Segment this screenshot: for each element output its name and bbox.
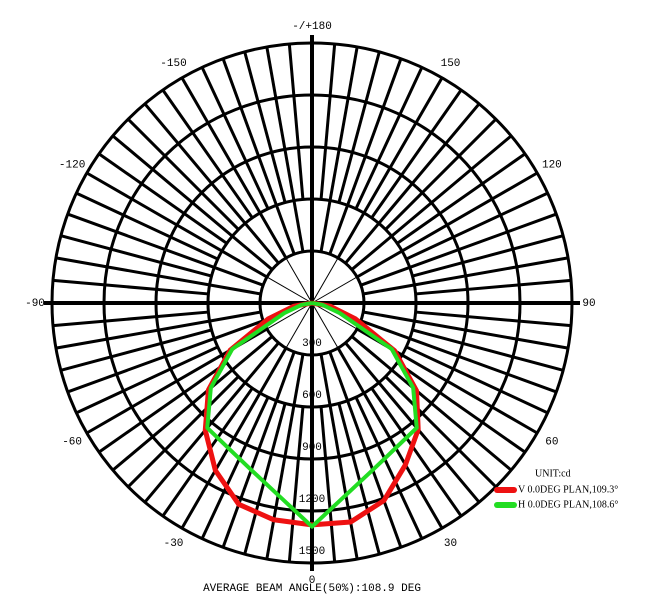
grid-spoke <box>384 118 497 231</box>
unit-label: UNIT:cd <box>535 468 571 479</box>
grid-spoke <box>200 396 270 540</box>
grid-spoke <box>127 375 240 488</box>
r-tick-label: 300 <box>302 338 322 350</box>
grid-spoke <box>415 278 572 296</box>
grid-spoke <box>111 134 274 271</box>
grid-spoke <box>67 212 264 287</box>
angle-label: 120 <box>542 159 562 171</box>
grid-spoke <box>98 361 228 454</box>
angle-tick <box>311 302 538 434</box>
angle-tick <box>311 172 538 304</box>
angle-tick <box>181 77 313 304</box>
grid-spoke <box>265 353 305 560</box>
grid-spoke <box>412 234 564 278</box>
r-tick-label: 900 <box>302 442 322 454</box>
grid-spoke <box>161 89 254 219</box>
grid-spoke <box>360 319 557 394</box>
grid-spoke <box>243 51 287 203</box>
grid-spoke <box>52 310 209 328</box>
angle-tick <box>86 302 313 434</box>
grid-spoke <box>75 345 219 415</box>
grid-spoke <box>337 51 381 203</box>
grid-spoke <box>60 234 212 278</box>
angle-label: 60 <box>545 436 558 448</box>
grid-spoke <box>287 406 305 563</box>
footer: AVERAGE BEAM ANGLE(50%):108.9 DEG <box>203 583 421 595</box>
grid-spoke <box>111 335 274 472</box>
angle-tick <box>86 172 313 304</box>
grid-spoke <box>362 256 569 296</box>
grid-spoke <box>337 403 381 555</box>
grid-spoke <box>328 58 403 255</box>
r-tick-label: 600 <box>302 390 322 402</box>
grid-spoke <box>350 335 513 472</box>
grid-spoke <box>344 341 481 504</box>
grid-spoke <box>67 319 264 394</box>
grid-spoke <box>265 46 305 253</box>
grid-spoke <box>127 118 240 231</box>
angle-label: 150 <box>441 58 461 70</box>
grid-spoke <box>55 310 262 350</box>
grid-spoke <box>55 256 262 296</box>
grid-spoke <box>370 387 463 517</box>
grid-spoke <box>75 191 219 261</box>
grid-spoke <box>415 310 572 328</box>
grid-spoke <box>200 66 270 210</box>
grid-spoke <box>52 278 209 296</box>
angle-tick <box>311 302 443 529</box>
grid-spoke <box>350 134 513 271</box>
grid-spoke <box>384 375 497 488</box>
angle-tick <box>311 77 443 304</box>
grid-spoke <box>354 66 424 210</box>
grid-spoke <box>287 43 305 200</box>
angle-label: 90 <box>582 298 595 310</box>
angle-label: -150 <box>160 58 186 70</box>
grid-spoke <box>396 361 526 454</box>
grid-spoke <box>405 345 549 415</box>
legend-label: V 0.0DEG PLAN,109.3° <box>518 484 618 495</box>
grid-spoke <box>243 403 287 555</box>
angle-tick <box>181 302 313 529</box>
angle-label: 0 <box>309 575 316 587</box>
grid-spoke <box>405 191 549 261</box>
grid-spoke <box>319 46 359 253</box>
angle-label: -90 <box>25 298 45 310</box>
legend-label: H 0.0DEG PLAN,108.6° <box>518 499 618 510</box>
angle-label: 30 <box>444 538 457 550</box>
grid-spoke <box>396 152 526 245</box>
grid-spoke <box>360 212 557 287</box>
angle-label: -30 <box>164 538 184 550</box>
grid-spoke <box>161 387 254 517</box>
grid-spoke <box>98 152 228 245</box>
grid-spoke <box>319 43 337 200</box>
grid-spoke <box>319 353 359 560</box>
grid-spoke <box>344 102 481 265</box>
grid-spoke <box>362 310 569 350</box>
angle-label: -120 <box>59 159 85 171</box>
grid-spoke <box>319 406 337 563</box>
series-line <box>205 301 419 529</box>
r-tick-label: 1500 <box>299 546 325 558</box>
grid-spoke <box>354 396 424 540</box>
grid-spoke <box>328 351 403 548</box>
angle-label: -60 <box>62 436 82 448</box>
angle-label: -/+180 <box>292 21 332 33</box>
grid-spoke <box>221 351 296 548</box>
grid-spoke <box>412 328 564 372</box>
grid-spoke <box>60 328 212 372</box>
r-tick-label: 1200 <box>299 494 325 506</box>
grid-spoke <box>221 58 296 255</box>
grid-spoke <box>370 89 463 219</box>
grid-spoke <box>143 102 280 265</box>
grid-spoke <box>143 341 280 504</box>
